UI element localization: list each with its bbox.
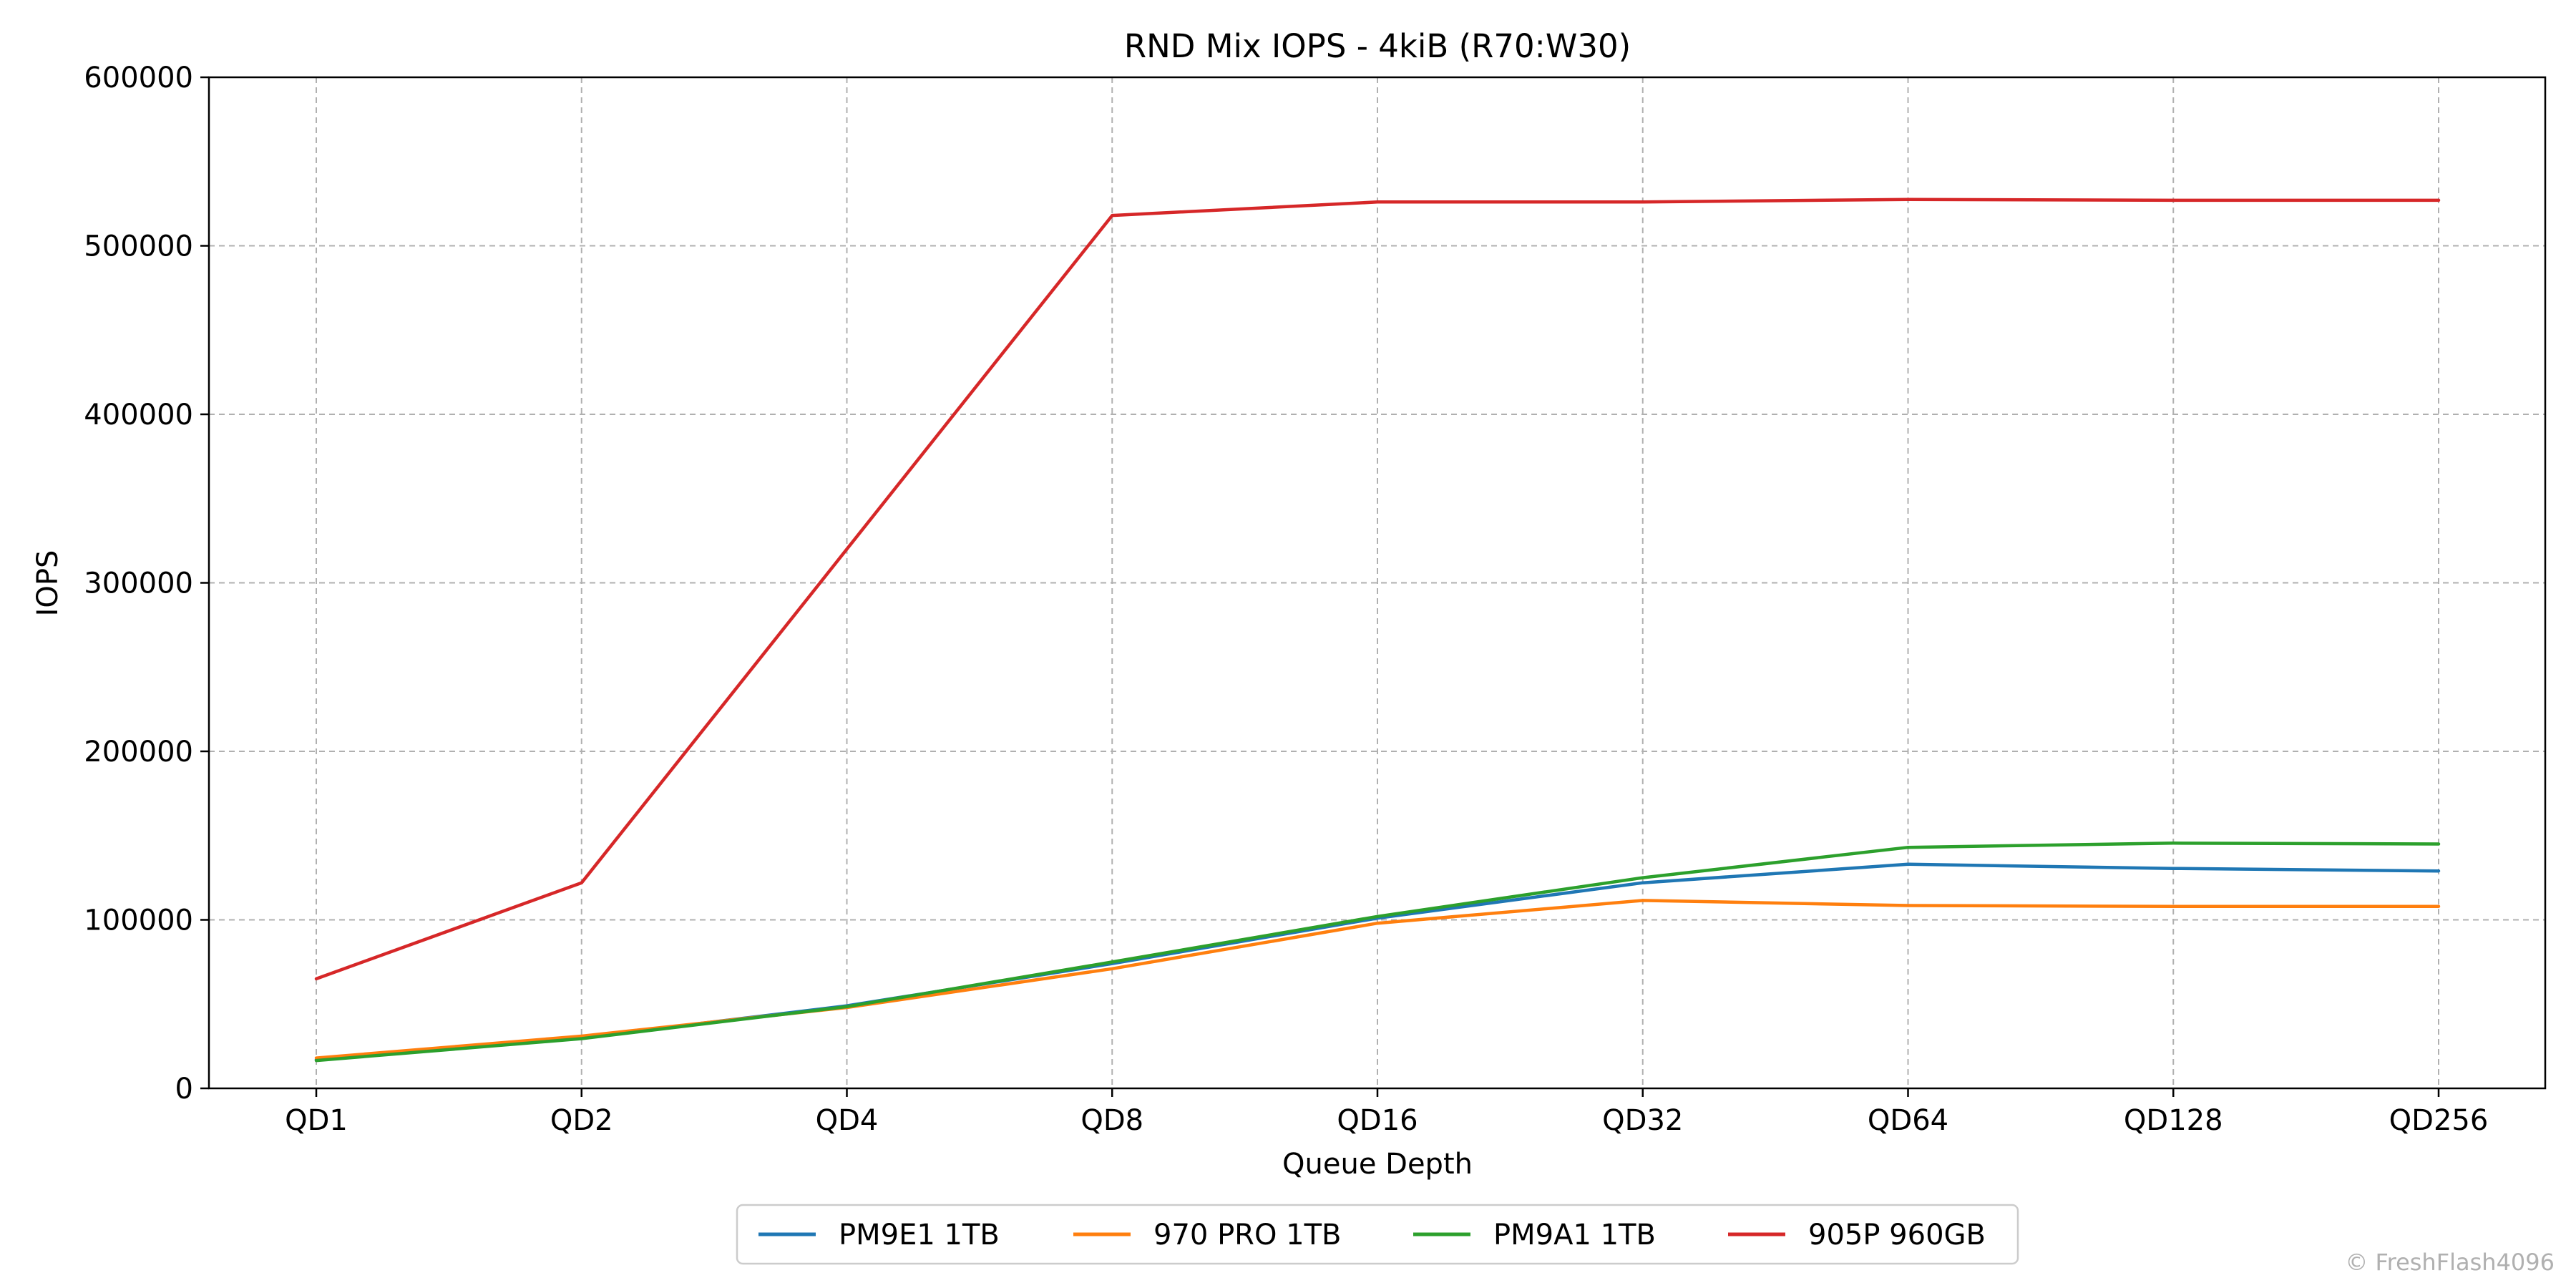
grid xyxy=(209,77,2545,1088)
series-lines xyxy=(314,197,2441,1063)
x-tick-label: QD1 xyxy=(285,1104,348,1137)
x-tick-label: QD64 xyxy=(1868,1104,1948,1137)
legend: PM9E1 1TB 970 PRO 1TB PM9A1 1TB 905P 960GB xyxy=(736,1204,2019,1265)
legend-label: 905P 960GB xyxy=(1808,1219,1986,1252)
x-tick-label: QD8 xyxy=(1080,1104,1143,1137)
y-tick-label: 200000 xyxy=(84,736,193,769)
y-tick-label: 100000 xyxy=(84,904,193,937)
legend-label: 970 PRO 1TB xyxy=(1153,1219,1342,1252)
x-axis: QD1 QD2 QD4 QD8 QD16 QD32 QD64 QD128 QD256 xyxy=(285,1088,2488,1137)
legend-entry: PM9A1 1TB xyxy=(1413,1219,1656,1252)
y-axis: 0 100000 200000 300000 400000 500000 600000 xyxy=(84,62,209,1106)
y-tick-label: 400000 xyxy=(84,399,193,431)
y-tick-label: 0 xyxy=(175,1073,193,1106)
x-tick-label: QD2 xyxy=(550,1104,613,1137)
x-tick-label: QD32 xyxy=(1602,1104,1683,1137)
x-tick-label: QD128 xyxy=(2124,1104,2223,1137)
x-tick-label: QD4 xyxy=(816,1104,879,1137)
y-tick-label: 300000 xyxy=(84,567,193,600)
x-axis-label: Queue Depth xyxy=(1282,1148,1473,1181)
x-tick-label: QD16 xyxy=(1337,1104,1418,1137)
legend-box xyxy=(736,1204,2019,1265)
series-line-3 xyxy=(314,197,2441,981)
series-line-2 xyxy=(314,841,2441,1063)
legend-entry: 905P 960GB xyxy=(1728,1219,1986,1252)
legend-label: PM9A1 1TB xyxy=(1493,1219,1656,1252)
chart-title: RND Mix IOPS - 4kiB (R70:W30) xyxy=(1124,27,1631,65)
y-tick-label: 600000 xyxy=(84,62,193,94)
legend-label: PM9E1 1TB xyxy=(839,1219,1000,1252)
watermark: © FreshFlash4096 xyxy=(2345,1249,2555,1276)
legend-entry: PM9E1 1TB xyxy=(758,1219,1000,1252)
y-tick-label: 500000 xyxy=(84,230,193,263)
legend-entry: 970 PRO 1TB xyxy=(1073,1219,1342,1252)
y-axis-label: IOPS xyxy=(31,550,64,617)
x-tick-label: QD256 xyxy=(2389,1104,2489,1137)
